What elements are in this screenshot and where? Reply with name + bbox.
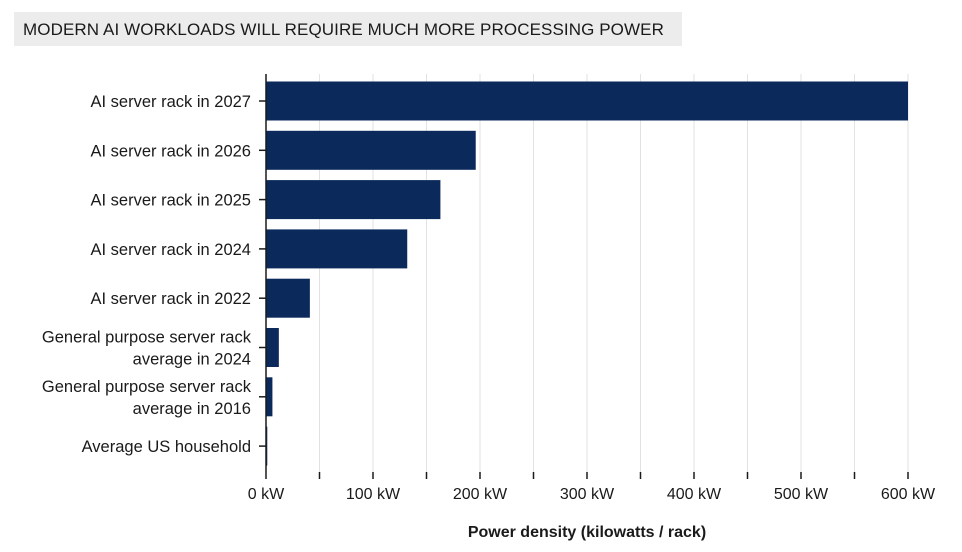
bar (266, 130, 476, 170)
bar (266, 180, 441, 220)
bar (266, 328, 279, 367)
bar (266, 377, 273, 417)
x-tick-label: 400 kW (667, 486, 722, 503)
category-label: Average US household (82, 438, 251, 456)
category-label: General purpose server rack average in 20… (42, 329, 252, 369)
x-tick-label: 0 kW (248, 486, 285, 503)
x-axis-label: Power density (kilowatts / rack) (468, 524, 706, 541)
x-tick-label: 100 kW (346, 486, 401, 503)
x-tick-label: 600 kW (881, 486, 936, 503)
category-label: General purpose server rack average in 20… (42, 378, 252, 418)
x-tick-label: 500 kW (774, 486, 829, 503)
category-label: AI server rack in 2025 (91, 192, 252, 210)
category-label: AI server rack in 2026 (91, 142, 252, 160)
category-label: AI server rack in 2024 (91, 241, 252, 259)
title-box: MODERN AI WORKLOADS WILL REQUIRE MUCH MO… (14, 12, 682, 46)
bar (266, 278, 310, 318)
bar (266, 229, 408, 269)
category-label: AI server rack in 2022 (91, 290, 252, 308)
bar (266, 81, 908, 121)
category-label: AI server rack in 2027 (91, 93, 252, 111)
x-tick-label: 300 kW (560, 486, 615, 503)
chart-title: MODERN AI WORKLOADS WILL REQUIRE MUCH MO… (23, 20, 664, 39)
x-tick-label: 200 kW (453, 486, 508, 503)
